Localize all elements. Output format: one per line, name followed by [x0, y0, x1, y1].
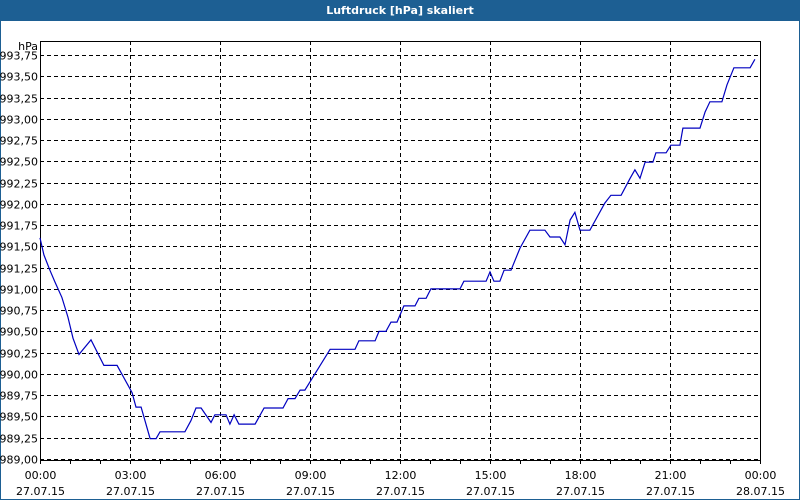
- y-tick-label: 990,25: [0, 348, 38, 361]
- y-tick-label: 989,25: [0, 433, 38, 446]
- y-tick-label: 992,75: [0, 135, 38, 148]
- x-tick-time: 03:00: [115, 469, 147, 482]
- y-tick-label: 990,00: [0, 369, 38, 382]
- x-tick-date: 27.07.15: [466, 485, 515, 498]
- y-tick-label: 993,25: [0, 93, 38, 106]
- x-tick-time: 06:00: [205, 469, 237, 482]
- x-tick-time: 00:00: [25, 469, 57, 482]
- x-tick-date: 27.07.15: [376, 485, 425, 498]
- y-tick-label: 992,00: [0, 199, 38, 212]
- chart-title: Luftdruck [hPa] skaliert: [1, 1, 799, 21]
- x-tick-time: 21:00: [655, 469, 687, 482]
- y-tick-label: 992,25: [0, 178, 38, 191]
- x-axis-ticks: [40, 460, 761, 464]
- grid-lines: [40, 41, 760, 460]
- y-tick-label: 992,50: [0, 156, 38, 169]
- y-axis-labels: 989,00 989,25 989,50 989,75 990,00 990,25 990,…: [0, 50, 38, 467]
- y-tick-label: 993,50: [0, 71, 38, 84]
- x-tick-date: 27.07.15: [106, 485, 155, 498]
- x-tick-date: 27.07.15: [286, 485, 335, 498]
- x-tick-date: 28.07.15: [736, 485, 785, 498]
- y-tick-label: 993,00: [0, 114, 38, 127]
- x-axis-labels: 00:00 27.07.15 03:00 27.07.15 06:00 27.07.15 0…: [16, 469, 785, 498]
- x-tick-date: 27.07.15: [556, 485, 605, 498]
- x-tick-date: 27.07.15: [196, 485, 245, 498]
- y-tick-label: 989,00: [0, 454, 38, 467]
- y-tick-label: 990,75: [0, 305, 38, 318]
- y-tick-label: 993,75: [0, 50, 38, 63]
- y-axis-unit: hPa: [18, 40, 38, 53]
- x-tick-time: 15:00: [475, 469, 507, 482]
- y-tick-label: 990,50: [0, 326, 38, 339]
- x-tick-time: 18:00: [565, 469, 597, 482]
- y-tick-label: 991,50: [0, 241, 38, 254]
- y-tick-label: 991,75: [0, 220, 38, 233]
- x-tick-time: 09:00: [295, 469, 327, 482]
- y-tick-label: 991,00: [0, 284, 38, 297]
- x-tick-time: 00:00: [745, 469, 777, 482]
- y-tick-label: 989,50: [0, 411, 38, 424]
- pressure-line: [39, 59, 756, 440]
- x-tick-date: 27.07.15: [646, 485, 695, 498]
- x-tick-date: 27.07.15: [16, 485, 65, 498]
- x-tick-time: 12:00: [385, 469, 417, 482]
- y-tick-label: 989,75: [0, 390, 38, 403]
- y-tick-label: 991,25: [0, 263, 38, 276]
